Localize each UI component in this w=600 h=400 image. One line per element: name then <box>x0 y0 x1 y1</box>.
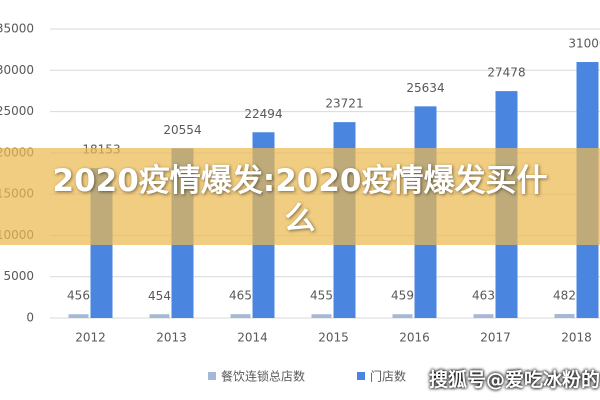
legend-swatch <box>208 372 216 380</box>
x-tick-label: 2015 <box>318 331 349 345</box>
x-tick-label: 2017 <box>480 331 511 345</box>
legend-label: 门店数 <box>370 369 406 384</box>
value-label: 22494 <box>244 107 282 121</box>
value-label: 463 <box>472 289 495 303</box>
value-label: 23721 <box>325 97 363 111</box>
value-label: 25634 <box>406 81 444 95</box>
bar <box>554 314 575 318</box>
value-label: 27478 <box>487 66 525 80</box>
y-tick-label: 35000 <box>0 22 34 36</box>
banner-title: 2020疫情爆发:2020疫情爆发买什么 <box>52 163 548 237</box>
bar <box>230 314 251 318</box>
legend-swatch <box>357 372 365 380</box>
value-label: 465 <box>229 289 252 303</box>
x-tick-label: 2012 <box>75 331 106 345</box>
bar <box>149 314 170 318</box>
value-label: 482 <box>553 289 576 303</box>
bar <box>473 314 494 318</box>
value-label: 20554 <box>163 123 201 137</box>
x-tick-label: 2016 <box>399 331 430 345</box>
bar <box>392 314 413 318</box>
x-tick-label: 2018 <box>561 331 592 345</box>
watermark: 搜狐号@爱吃冰粉的 <box>428 369 600 391</box>
y-tick-label: 25000 <box>0 104 34 118</box>
banner-band <box>0 148 600 245</box>
x-tick-label: 2014 <box>237 331 268 345</box>
value-label: 459 <box>391 289 414 303</box>
value-label: 31000 <box>568 37 600 51</box>
value-label: 456 <box>67 289 90 303</box>
y-tick-label: 30000 <box>0 63 34 77</box>
bar <box>68 314 89 318</box>
value-label: 454 <box>148 289 171 303</box>
legend-label: 餐饮连锁总店数 <box>221 369 305 384</box>
y-tick-label: 5000 <box>3 269 34 283</box>
value-label: 455 <box>310 289 333 303</box>
bar <box>311 314 332 318</box>
x-tick-label: 2013 <box>156 331 187 345</box>
y-tick-label: 0 <box>26 311 34 325</box>
